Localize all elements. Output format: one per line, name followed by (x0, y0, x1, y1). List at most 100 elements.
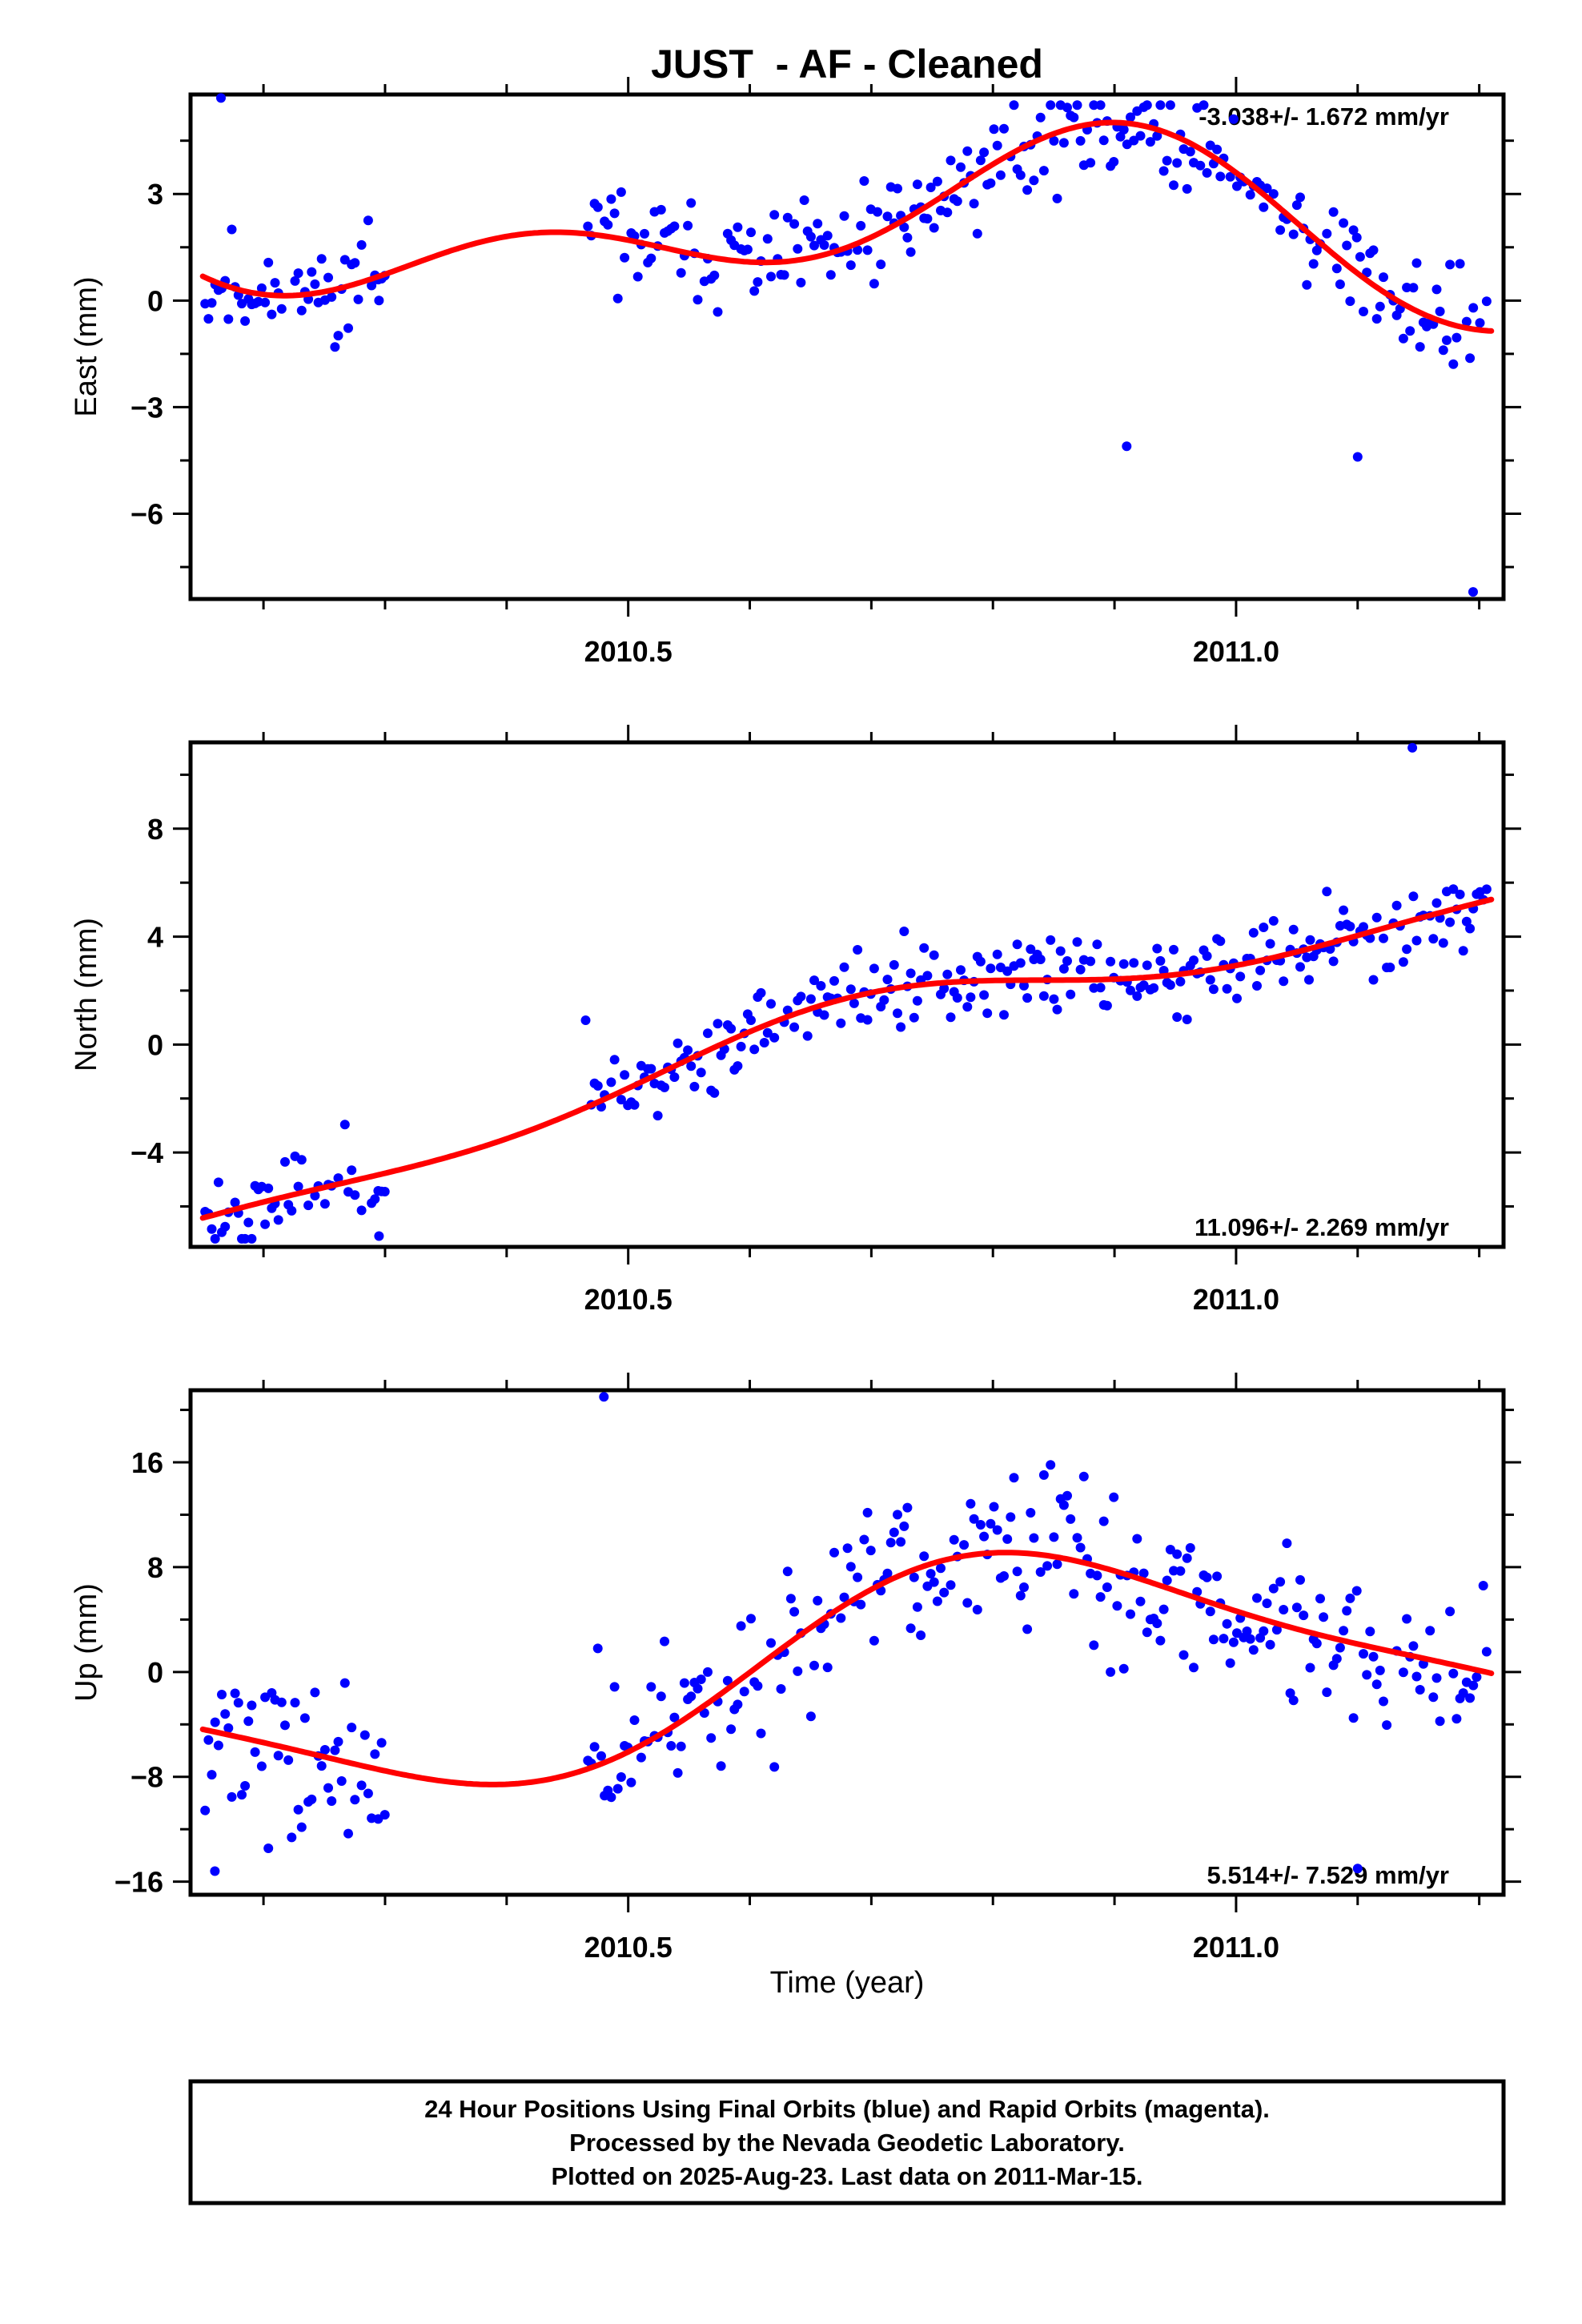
north-data-point (1235, 971, 1246, 982)
up-data-point (839, 1592, 849, 1602)
east-data-point (1291, 200, 1302, 211)
north-data-point (207, 1224, 217, 1234)
up-data-point (589, 1742, 600, 1752)
up-data-point (666, 1741, 677, 1751)
up-data-point (1225, 1658, 1235, 1668)
north-data-point (1152, 943, 1162, 954)
up-data-point (869, 1635, 879, 1646)
north-data-point (1022, 993, 1033, 1003)
north-data-point (952, 993, 962, 1003)
up-data-point (722, 1675, 733, 1686)
up-data-point (905, 1623, 916, 1634)
east-data-point (1062, 103, 1072, 113)
up-data-point (1299, 1610, 1309, 1621)
east-y-tick-label: 3 (147, 178, 163, 211)
east-data-point (1069, 112, 1079, 123)
east-data-point (1465, 353, 1476, 364)
up-data-point (1142, 1627, 1152, 1638)
north-data-point (709, 1088, 720, 1098)
north-data-point (1305, 935, 1315, 945)
north-data-point (802, 1031, 813, 1041)
up-data-point (207, 1770, 217, 1780)
east-data-point (749, 286, 760, 296)
east-data-point (1049, 135, 1059, 146)
east-data-point (683, 220, 693, 231)
east-data-point (796, 277, 806, 287)
north-data-point (829, 975, 839, 986)
up-data-point (256, 1761, 267, 1771)
up-data-point (319, 1745, 330, 1755)
north-data-point (836, 1018, 846, 1028)
north-data-point (1035, 955, 1046, 964)
up-data-point (1342, 1606, 1352, 1616)
up-data-point (213, 1740, 223, 1751)
east-data-point (270, 278, 280, 288)
north-data-point (1391, 900, 1402, 911)
up-data-point (347, 1723, 357, 1733)
up-x-tick-label: 2010.5 (584, 1931, 673, 1964)
north-y-tick-label: −4 (130, 1136, 163, 1169)
north-data-point (1205, 975, 1215, 985)
east-data-point (632, 271, 643, 282)
up-data-point (1178, 1650, 1189, 1660)
footer-line-1: 24 Hour Positions Using Final Orbits (bl… (424, 2095, 1270, 2123)
up-data-point (1445, 1606, 1456, 1617)
east-data-point (782, 212, 793, 223)
up-data-point (966, 1498, 976, 1509)
up-data-point (1006, 1512, 1016, 1522)
east-data-point (1322, 228, 1332, 239)
up-data-point (1202, 1572, 1212, 1582)
up-rate-label: 5.514+/- 7.529 mm/yr (1207, 1861, 1449, 1889)
east-data-point (640, 228, 649, 239)
east-x-tick-label: 2010.5 (584, 635, 673, 668)
up-data-point (992, 1525, 1002, 1535)
north-data-point (1248, 927, 1259, 938)
up-data-point (376, 1738, 387, 1748)
east-outlier-point (1352, 452, 1363, 462)
east-data-point (1215, 171, 1226, 182)
north-data-point (975, 956, 986, 967)
north-data-point (1428, 934, 1439, 944)
up-data-point (793, 1666, 803, 1676)
east-data-point (207, 298, 217, 308)
up-data-point (1092, 1570, 1102, 1581)
up-data-point (646, 1682, 656, 1692)
up-data-point (223, 1723, 234, 1733)
up-data-point (1069, 1589, 1079, 1599)
north-data-point (899, 927, 909, 936)
east-data-point (267, 309, 277, 320)
up-data-point (1351, 1586, 1362, 1596)
north-data-points (200, 742, 1492, 1244)
up-data-point (805, 1711, 816, 1722)
north-data-point (1095, 983, 1106, 993)
north-data-point (1481, 884, 1492, 895)
north-data-point (809, 975, 819, 986)
north-data-point (260, 1219, 271, 1229)
east-data-point (1328, 207, 1339, 217)
up-data-point (1468, 1680, 1479, 1691)
up-data-point (1035, 1567, 1046, 1577)
up-data-point (273, 1751, 283, 1761)
north-data-point (805, 994, 816, 1004)
east-data-point (323, 272, 333, 283)
north-data-point (1126, 985, 1135, 995)
east-data-point (995, 170, 1006, 180)
east-data-point (1375, 301, 1385, 312)
up-data-point (1291, 1602, 1302, 1613)
up-data-point (929, 1577, 939, 1587)
up-data-point (1448, 1668, 1459, 1679)
north-data-point (1465, 923, 1476, 934)
east-data-point (952, 196, 962, 207)
north-data-point (1455, 889, 1465, 899)
up-data-point (1408, 1641, 1419, 1651)
up-data-point (237, 1790, 247, 1800)
east-data-point (956, 162, 966, 172)
east-data-point (1359, 307, 1368, 316)
north-data-point (1438, 938, 1448, 948)
up-data-point (1102, 1582, 1112, 1592)
north-outlier-point (580, 1015, 591, 1025)
north-data-point (1102, 1000, 1112, 1011)
east-data-point (862, 245, 873, 255)
east-data-point (223, 314, 234, 324)
up-data-point (200, 1805, 211, 1815)
